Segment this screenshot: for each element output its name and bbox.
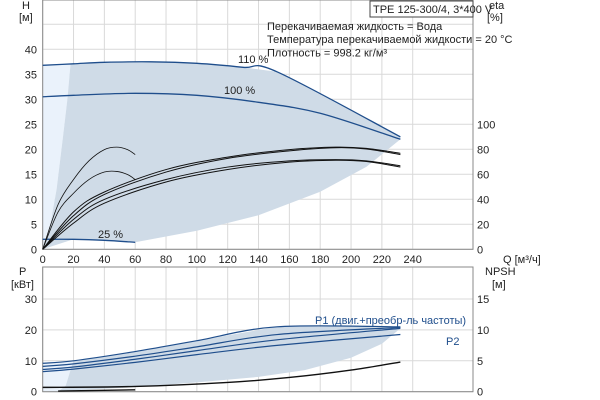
h-curve-100: [42, 92, 401, 140]
p2-label: P2: [446, 336, 459, 348]
y2-tick-label: 80: [477, 145, 489, 157]
y-tick-label: 15: [25, 169, 37, 181]
y2-tick-label: 0: [477, 387, 483, 399]
y-tick-label: 5: [31, 219, 37, 231]
h-curve-110: [42, 61, 401, 138]
y-axis-label: H: [22, 0, 30, 12]
operating-region: [42, 61, 401, 250]
x-tick-label: 0: [40, 254, 46, 266]
y-tick-label: 35: [25, 69, 37, 81]
curve-label-110: 110 %: [238, 54, 269, 66]
y2-tick-label: 20: [477, 219, 489, 231]
eta-curve: [42, 147, 401, 250]
plot-frame-bottom: [42, 266, 474, 393]
eta-curve: [42, 170, 136, 250]
y2-axis-label: NPSH: [485, 266, 516, 278]
x-tick-label: 180: [311, 254, 329, 266]
x-tick-label: 100: [188, 254, 206, 266]
curve-label-25: 25 %: [98, 229, 123, 241]
x-tick-label: 160: [280, 254, 298, 266]
y2-tick-label: 40: [477, 194, 489, 206]
y-tick-label: 30: [25, 94, 37, 106]
power-curve: [42, 325, 401, 364]
h-curve-25: [42, 238, 136, 243]
y2-axis-unit: [м]: [492, 279, 506, 291]
y-tick-label: 10: [25, 356, 37, 368]
eta-curve: [42, 159, 401, 250]
info-line: Перекачиваемая жидкость = Вода: [267, 21, 443, 33]
y-tick-label: 10: [25, 194, 37, 206]
y-tick-label: 40: [25, 44, 37, 56]
y2-tick-label: 60: [477, 170, 489, 182]
y2-tick-label: 10: [477, 325, 489, 337]
y-tick-label: 25: [25, 119, 37, 131]
x-tick-label: 20: [67, 254, 79, 266]
x-tick-label: 200: [342, 254, 360, 266]
x-tick-label: 60: [129, 254, 141, 266]
npsh-curve: [42, 361, 401, 389]
x-tick-label: 220: [373, 254, 391, 266]
npsh-curve: [58, 389, 136, 392]
chart-title: TPE 125-300/4, 3*400 V: [373, 4, 493, 16]
y-axis-unit: [кВт]: [11, 279, 34, 291]
y2-axis-label: eta: [489, 0, 505, 12]
eta-curve: [42, 146, 401, 250]
y2-axis-unit: [%]: [487, 12, 503, 24]
y-axis-unit: [м]: [19, 12, 33, 24]
x-tick-label: 120: [219, 254, 237, 266]
y-tick-label: 30: [25, 294, 37, 306]
power-curve: [42, 326, 401, 367]
x-tick-label: 140: [249, 254, 267, 266]
power-curve: [42, 333, 401, 373]
y-axis-label: P: [19, 266, 26, 278]
y2-tick-label: 100: [477, 120, 495, 132]
info-line: Плотность = 998.2 кг/м³: [267, 47, 387, 59]
y-tick-label: 0: [31, 244, 37, 256]
info-line: Температура перекачиваемой жидкости = 20…: [267, 34, 513, 46]
eta-curve: [42, 159, 401, 250]
x-axis-label: Q [м³/ч]: [503, 254, 541, 266]
y-tick-label: 0: [31, 387, 37, 399]
plot-frame-top: [42, 0, 474, 250]
y-tick-label: 20: [25, 144, 37, 156]
eta-curve: [42, 146, 136, 250]
curve-label-100: 100 %: [224, 85, 255, 97]
x-tick-label: 80: [160, 254, 172, 266]
y-tick-label: 20: [25, 325, 37, 337]
operating-region: [42, 326, 401, 392]
power-curve: [42, 327, 401, 371]
y2-tick-label: 15: [477, 294, 489, 306]
y2-tick-label: 0: [477, 244, 483, 256]
p1-label: P1 (двиг.+преобр-ль частоты): [315, 315, 466, 327]
operating-region-light: [42, 64, 71, 250]
y2-tick-label: 5: [477, 356, 483, 368]
title-box: [369, 0, 474, 18]
x-tick-label: 40: [98, 254, 110, 266]
x-tick-label: 240: [404, 254, 422, 266]
